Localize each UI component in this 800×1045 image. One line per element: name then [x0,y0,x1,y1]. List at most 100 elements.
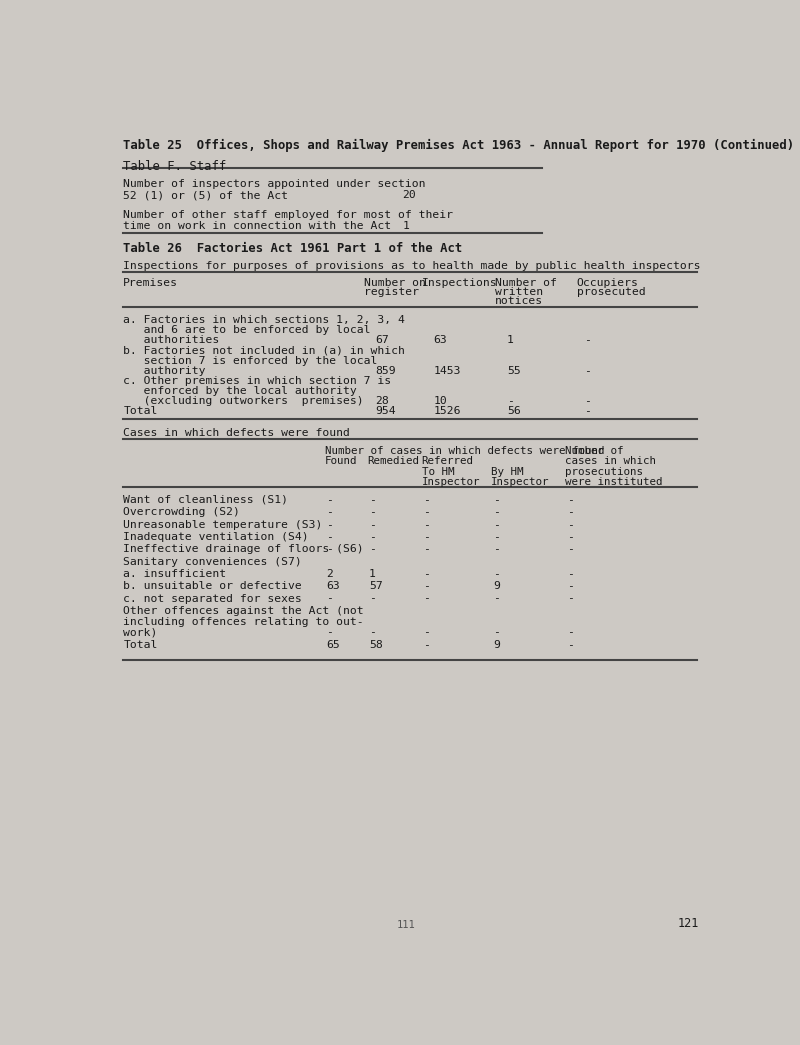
Text: -: - [566,495,574,505]
Text: -: - [423,519,430,530]
Text: -: - [369,532,376,542]
Text: 67: 67 [375,334,389,345]
Text: 1: 1 [507,334,514,345]
Text: Inspections: Inspections [422,278,498,287]
Text: -: - [584,366,591,375]
Text: c. Other premises in which section 7 is: c. Other premises in which section 7 is [123,376,391,387]
Text: -: - [566,594,574,604]
Text: -: - [326,627,333,637]
Text: 111: 111 [397,920,415,930]
Text: 1: 1 [369,568,376,579]
Text: -: - [566,519,574,530]
Text: cases in which: cases in which [565,457,656,466]
Text: -: - [584,334,591,345]
Text: Want of cleanliness (S1): Want of cleanliness (S1) [123,495,288,505]
Text: Referred: Referred [422,457,474,466]
Text: By HM: By HM [491,466,524,477]
Text: -: - [326,532,333,542]
Text: Premises: Premises [123,278,178,287]
Text: Sanitary conveniences (S7): Sanitary conveniences (S7) [123,557,302,566]
Text: Remedied: Remedied [367,457,419,466]
Text: -: - [423,640,430,650]
Text: -: - [423,507,430,517]
Text: -: - [566,507,574,517]
Text: -: - [493,594,500,604]
Text: 65: 65 [326,640,340,650]
Text: enforced by the local authority: enforced by the local authority [123,387,357,396]
Text: 121: 121 [678,916,698,930]
Text: -: - [423,544,430,554]
Text: -: - [566,640,574,650]
Text: time on work in connection with the Act: time on work in connection with the Act [123,220,391,231]
Text: -: - [326,544,333,554]
Text: 57: 57 [369,581,382,591]
Text: Cases in which defects were found: Cases in which defects were found [123,428,350,438]
Text: 20: 20 [402,190,416,200]
Text: -: - [566,544,574,554]
Text: Total: Total [123,640,158,650]
Text: -: - [369,594,376,604]
Text: -: - [566,568,574,579]
Text: -: - [423,532,430,542]
Text: register: register [363,287,418,297]
Text: -: - [493,519,500,530]
Text: Unreasonable temperature (S3): Unreasonable temperature (S3) [123,519,322,530]
Text: -: - [369,519,376,530]
Text: Table 25  Offices, Shops and Railway Premises Act 1963 - Annual Report for 1970 : Table 25 Offices, Shops and Railway Prem… [123,139,794,153]
Text: -: - [584,407,591,417]
Text: work): work) [123,627,158,637]
Text: -: - [369,495,376,505]
Text: 1526: 1526 [434,407,461,417]
Text: Inspector: Inspector [422,477,480,487]
Text: Number of: Number of [495,278,557,287]
Text: 2: 2 [326,568,333,579]
Text: 58: 58 [369,640,382,650]
Text: were instituted: were instituted [565,477,662,487]
Text: 56: 56 [507,407,521,417]
Text: -: - [369,507,376,517]
Text: Inadequate ventilation (S4): Inadequate ventilation (S4) [123,532,309,542]
Text: -: - [493,568,500,579]
Text: Table F. Staff: Table F. Staff [123,160,226,173]
Text: prosecuted: prosecuted [577,287,646,297]
Text: Inspections for purposes of provisions as to health made by public health inspec: Inspections for purposes of provisions a… [123,261,701,271]
Text: 28: 28 [375,396,389,407]
Text: 1: 1 [402,220,409,231]
Text: 63: 63 [326,581,340,591]
Text: Occupiers: Occupiers [577,278,638,287]
Text: -: - [423,594,430,604]
Text: -: - [493,627,500,637]
Text: b. unsuitable or defective: b. unsuitable or defective [123,581,302,591]
Text: written: written [495,287,543,297]
Text: Number of inspectors appointed under section: Number of inspectors appointed under sec… [123,180,426,189]
Text: Other offences against the Act (not: Other offences against the Act (not [123,606,364,616]
Text: -: - [423,568,430,579]
Text: a. Factories in which sections 1, 2, 3, 4: a. Factories in which sections 1, 2, 3, … [123,315,405,325]
Text: -: - [493,532,500,542]
Text: -: - [584,396,591,407]
Text: Inspector: Inspector [491,477,550,487]
Text: Number of other staff employed for most of their: Number of other staff employed for most … [123,210,454,220]
Text: Number on: Number on [363,278,426,287]
Text: -: - [326,507,333,517]
Text: Table 26  Factories Act 1961 Part 1 of the Act: Table 26 Factories Act 1961 Part 1 of th… [123,242,462,255]
Text: authority: authority [123,366,206,375]
Text: -: - [369,627,376,637]
Text: a. insufficient: a. insufficient [123,568,226,579]
Text: -: - [507,396,514,407]
Text: Number of cases in which defects were found: Number of cases in which defects were fo… [325,446,604,457]
Text: 10: 10 [434,396,447,407]
Text: and 6 are to be enforced by local: and 6 are to be enforced by local [123,325,370,334]
Text: -: - [369,544,376,554]
Text: -: - [423,627,430,637]
Text: -: - [423,495,430,505]
Text: section 7 is enforced by the local: section 7 is enforced by the local [123,355,378,366]
Text: -: - [566,627,574,637]
Text: To HM: To HM [422,466,454,477]
Text: -: - [566,581,574,591]
Text: 1453: 1453 [434,366,461,375]
Text: authorities: authorities [123,334,219,345]
Text: 52 (1) or (5) of the Act: 52 (1) or (5) of the Act [123,190,288,200]
Text: Total: Total [123,407,158,417]
Text: Ineffective drainage of floors (S6): Ineffective drainage of floors (S6) [123,544,364,554]
